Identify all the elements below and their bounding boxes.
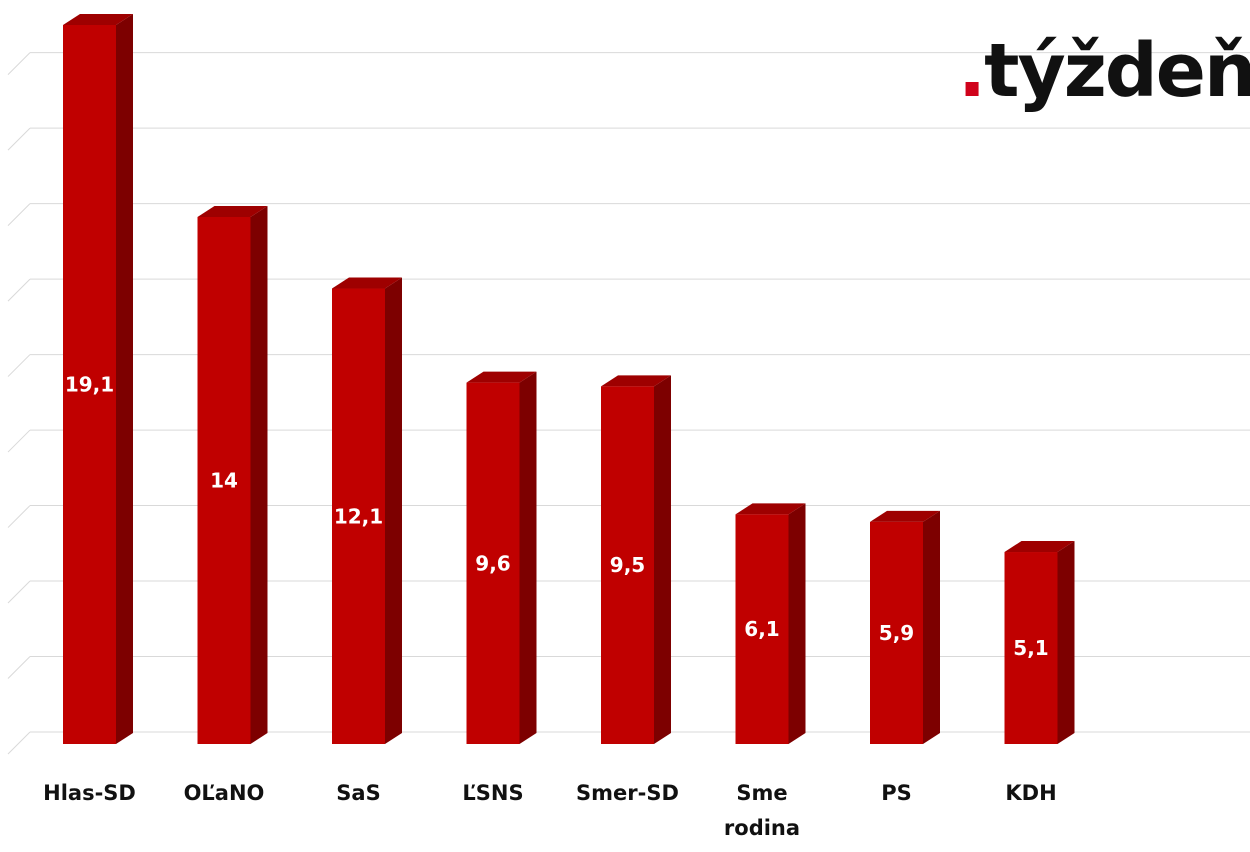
- x-tick-label: rodina: [724, 816, 800, 840]
- x-tick-label: OĽaNO: [184, 781, 265, 805]
- bar-side: [519, 371, 537, 744]
- bar-top: [63, 14, 133, 25]
- bar-top: [870, 510, 940, 522]
- bar-top: [197, 205, 268, 217]
- logo-text: týždeň: [984, 28, 1250, 114]
- bar-top: [332, 277, 402, 289]
- gridline-slant: [7, 278, 31, 302]
- bar-top: [466, 371, 537, 383]
- bar-side: [788, 503, 806, 744]
- gridline-slant: [7, 429, 31, 453]
- bar-sme-rodina: 6,1: [735, 503, 806, 744]
- data-label: 14: [210, 468, 238, 492]
- gridline-slant: [7, 731, 31, 755]
- data-label: 12,1: [334, 504, 383, 528]
- bar-sas: 12,1: [332, 277, 402, 744]
- bar-front: [63, 25, 116, 744]
- bar-top: [601, 375, 671, 387]
- gridline-slant: [7, 52, 31, 75]
- data-label: 6,1: [744, 617, 779, 641]
- bar-side: [116, 14, 133, 744]
- bar-side: [923, 510, 940, 744]
- gridline-slant: [7, 505, 31, 528]
- data-label: 5,9: [879, 621, 914, 645]
- logo-dot: .: [958, 28, 986, 114]
- x-tick-label: SaS: [336, 781, 380, 805]
- bar-side: [654, 375, 671, 744]
- x-tick-label: Hlas-SD: [43, 781, 136, 805]
- data-label: 19,1: [65, 373, 114, 397]
- bar-front: [197, 216, 251, 744]
- bar-ľsns: 9,6: [466, 371, 537, 744]
- bar-kdh: 5,1: [1004, 541, 1075, 744]
- bar-front: [601, 386, 654, 744]
- bar-side: [250, 205, 268, 744]
- data-label: 5,1: [1013, 636, 1048, 660]
- bars: 19,1 14 12,1 9,6 9,5 6,1 5,9 5,1: [63, 14, 1075, 744]
- bar-front: [466, 382, 520, 744]
- x-axis-tick-labels: Hlas-SD OĽaNO SaS ĽSNS Smer-SD Sme rodina PS KDH: [43, 781, 1057, 840]
- data-label: 9,6: [475, 551, 510, 575]
- bar-side: [385, 277, 402, 744]
- gridline-slant: [7, 127, 31, 151]
- gridline-slant: [7, 203, 31, 226]
- tyzden-logo: .týždeň: [958, 28, 1250, 128]
- bar-hlas-sd: 19,1: [63, 14, 133, 744]
- x-tick-label: Sme: [736, 781, 787, 805]
- bar-front: [735, 514, 789, 744]
- gridline-slant: [7, 354, 31, 377]
- bar-oľano: 14: [197, 205, 268, 744]
- bar-side: [1057, 541, 1075, 744]
- gridline-slant: [7, 580, 31, 604]
- x-tick-label: PS: [881, 781, 912, 805]
- bar-front: [1004, 552, 1058, 744]
- bar-ps: 5,9: [870, 510, 940, 744]
- x-tick-label: ĽSNS: [462, 781, 523, 805]
- x-tick-label: Smer-SD: [576, 781, 679, 805]
- bar-top: [735, 503, 806, 515]
- gridline-slant: [7, 656, 31, 679]
- bar-front: [870, 521, 923, 744]
- x-tick-label: KDH: [1005, 781, 1056, 805]
- bar-front: [332, 288, 385, 744]
- bar-top: [1004, 541, 1075, 553]
- data-label: 9,5: [610, 553, 645, 577]
- bar-smer-sd: 9,5: [601, 375, 671, 744]
